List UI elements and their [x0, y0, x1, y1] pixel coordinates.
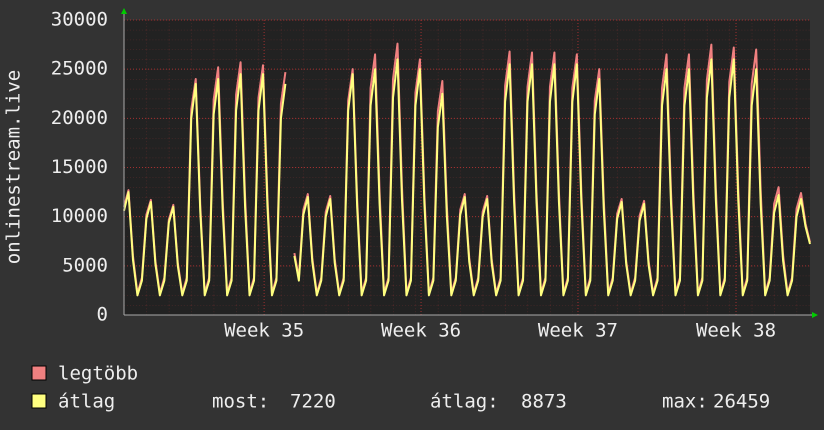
- stat-value: 7220: [290, 391, 336, 413]
- y-tick-label: 5000: [62, 254, 108, 276]
- y-tick-label: 10000: [51, 205, 108, 227]
- legend-swatch: [31, 365, 47, 381]
- legend: legtöbb átlag most: 7220 átlag: 8873 max: 26459: [31, 363, 770, 413]
- x-tick-label: Week 37: [538, 320, 618, 342]
- legend-swatch: [31, 393, 47, 409]
- x-tick-label: Week 35: [224, 320, 304, 342]
- y-tick-label: 15000: [51, 156, 108, 178]
- stat-label: most:: [212, 391, 269, 413]
- series-line: [123, 58, 811, 297]
- x-arrow: [812, 312, 818, 318]
- legend-label: legtöbb: [58, 363, 138, 385]
- y-tick-label: 25000: [51, 58, 108, 80]
- y-tick-label: 0: [97, 304, 108, 326]
- grid: [124, 19, 810, 316]
- stat-label: átlag:: [430, 391, 499, 413]
- y-tick-label: 30000: [51, 9, 108, 31]
- lines: [123, 42, 811, 297]
- x-tick-label: Week 38: [696, 320, 776, 342]
- stat-value: 26459: [713, 391, 770, 413]
- y-tick-label: 20000: [51, 107, 108, 129]
- stat-label: max:: [662, 391, 708, 413]
- x-tick-label: Week 36: [381, 320, 461, 342]
- y-axis-label: onlinestream.live: [3, 70, 25, 264]
- y-arrow: [121, 8, 127, 14]
- legend-label: átlag: [58, 391, 115, 413]
- stat-value: 8873: [521, 391, 567, 413]
